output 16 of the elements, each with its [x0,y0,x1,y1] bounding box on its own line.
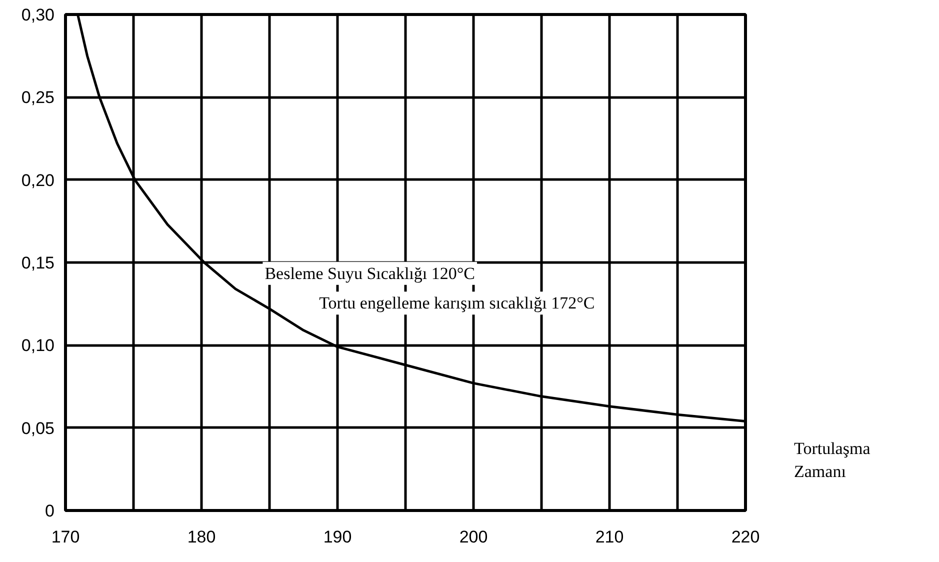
x-tick-label: 210 [595,528,624,546]
x-tick-label: 170 [51,528,80,546]
y-tick-label: 0,05 [21,418,55,438]
x-tick-label: 200 [459,528,488,546]
y-tick-label: 0,15 [21,254,55,272]
annotation: Besleme Suyu Sıcaklığı 120°C [264,264,476,283]
x-tick-label: 220 [731,528,760,546]
y-tick-label: 0,25 [21,88,55,108]
x-tick-label: 180 [187,528,216,546]
x-axis-title: Tortulaşma Zamanı [794,438,870,483]
y-tick-label: 0,10 [21,336,55,356]
y-tick-label: 0,20 [21,170,55,190]
annotation: Tortu engelleme karışım sıcaklığı 172°C [319,294,595,313]
x-tick-label: 190 [323,528,352,546]
y-tick-label: 0 [45,502,55,520]
y-tick-label: 0,30 [21,6,55,24]
